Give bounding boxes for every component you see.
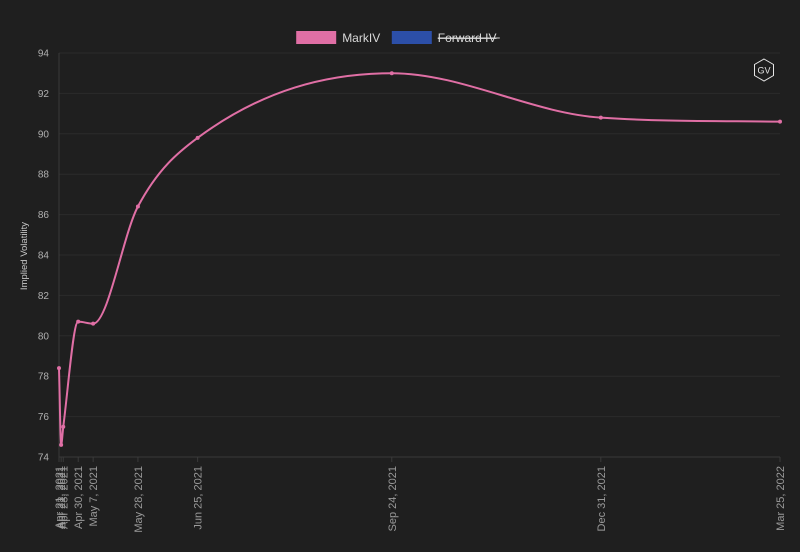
y-tick-label: 78	[38, 372, 50, 383]
y-axis: 74 76 78 80 82 84 86 88 90 92 94	[38, 49, 60, 464]
data-point[interactable]	[91, 321, 96, 326]
legend-swatch	[296, 31, 337, 44]
legend-swatch	[391, 31, 432, 44]
series-layer	[57, 71, 782, 447]
data-point[interactable]	[135, 204, 140, 209]
y-tick-label: 74	[38, 453, 50, 464]
y-tick-label: 90	[38, 129, 50, 140]
x-tick-label: Apr 23, 2021	[58, 466, 70, 529]
y-tick-label: 88	[38, 170, 50, 181]
x-tick-label: Apr 30, 2021	[73, 466, 85, 529]
gv-badge[interactable]: GV	[754, 58, 774, 82]
x-tick-label: Apr 22, 2021	[56, 466, 68, 529]
data-point[interactable]	[59, 442, 64, 447]
x-tick-label: May 28, 2021	[133, 466, 145, 533]
y-tick-label: 82	[38, 291, 50, 302]
x-tick-label: Mar 25, 2022	[775, 466, 787, 531]
y-tick-label: 92	[38, 89, 50, 100]
data-point[interactable]	[57, 366, 61, 371]
hexagon-icon	[754, 58, 774, 82]
y-tick-label: 94	[38, 49, 50, 60]
data-point[interactable]	[778, 119, 782, 124]
x-tick-label: Apr 21, 2021	[54, 466, 66, 529]
data-point[interactable]	[598, 115, 603, 120]
y-tick-label: 80	[38, 331, 50, 342]
y-tick-label: 84	[38, 251, 50, 262]
legend-item-forward-iv[interactable]: Forward IV	[391, 31, 500, 45]
x-tick-label: Jun 25, 2021	[193, 466, 205, 530]
data-point[interactable]	[76, 319, 81, 324]
x-tick-label: Dec 31, 2021	[596, 466, 608, 531]
x-tick-label: Sep 24, 2021	[387, 466, 399, 531]
y-tick-label: 76	[38, 412, 50, 423]
x-tick-label: May 7, 2021	[88, 466, 100, 527]
data-point[interactable]	[61, 424, 66, 429]
gv-badge-label: GV	[757, 66, 770, 76]
data-point[interactable]	[195, 135, 200, 140]
legend: MarkIV Forward IV	[296, 31, 500, 45]
y-tick-label: 86	[38, 210, 50, 221]
grid	[59, 52, 780, 458]
legend-item-markiv[interactable]: MarkIV	[296, 31, 380, 45]
legend-label: MarkIV	[342, 31, 380, 45]
y-axis-label: Implied Volatility	[19, 222, 30, 290]
data-point[interactable]	[389, 71, 394, 76]
series-line-markiv	[58, 72, 781, 446]
